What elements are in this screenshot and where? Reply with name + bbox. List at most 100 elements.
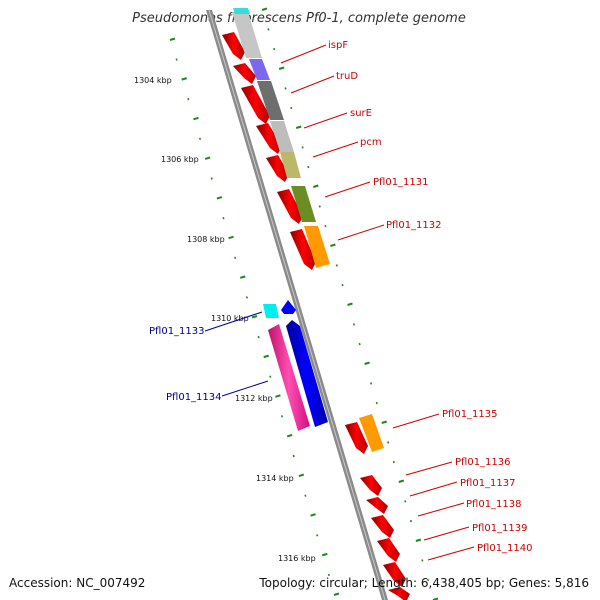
- label-Pfl01_1134[interactable]: Pfl01_1134: [166, 392, 222, 403]
- label-Pfl01_1140[interactable]: Pfl01_1140: [477, 543, 533, 554]
- gene-surE: [257, 81, 284, 120]
- forward-gene-arrow-8: [360, 475, 382, 496]
- inner-ruler-tick-4: [193, 116, 199, 121]
- gene-pcm-2: [280, 152, 301, 178]
- inner-ruler-tick-25: [316, 534, 319, 537]
- inner-ruler-tick-2: [181, 77, 188, 81]
- tick-labels: 1304 kbp 1306 kbp 1308 kbp 1310 kbp 1312…: [134, 76, 316, 563]
- gene-Pfl01_1132: [304, 226, 330, 268]
- gene-Pfl01_1133-arrow: [281, 300, 296, 314]
- inner-ruler-tick-5: [198, 137, 202, 141]
- label-Pfl01_1131[interactable]: Pfl01_1131: [373, 177, 429, 188]
- inner-ruler-tick-14: [251, 315, 258, 319]
- outer-ruler-tick-0: [261, 7, 268, 11]
- tick-label-1316: 1316 kbp: [278, 554, 316, 563]
- gene-Pfl01_1131: [291, 186, 316, 222]
- label-Pfl01_1132[interactable]: Pfl01_1132: [386, 220, 442, 231]
- outer-ruler-tick-20: [375, 401, 378, 405]
- gene-ispF: [232, 12, 262, 58]
- outer-ruler-tick-6: [295, 125, 302, 129]
- inner-ruler-tick-21: [292, 454, 295, 458]
- tick-label-1306: 1306 kbp: [161, 155, 199, 164]
- leader-Pfl01_1138: [417, 502, 465, 517]
- outer-ruler-tick-17: [358, 342, 361, 346]
- forward-gene-arrow-1: [233, 63, 256, 84]
- inner-ruler-tick-28: [333, 592, 340, 596]
- forward-gene-arrow-4: [266, 155, 289, 182]
- map-title: Pseudomonas fluorescens Pf0-1, complete …: [132, 11, 466, 26]
- outer-ruler-tick-23: [392, 460, 395, 464]
- label-surE[interactable]: surE: [350, 108, 372, 119]
- tick-label-1308: 1308 kbp: [187, 235, 225, 244]
- label-Pfl01_1135[interactable]: Pfl01_1135: [442, 409, 498, 420]
- gene-truD: [249, 59, 270, 80]
- gene-Pfl01_1134-arrow: [286, 320, 328, 427]
- outer-ruler-tick-24: [398, 479, 405, 483]
- forward-gene-arrow-0: [222, 32, 245, 60]
- outer-ruler-tick-10: [318, 205, 321, 208]
- label-ispF[interactable]: ispF: [328, 40, 348, 51]
- outer-ruler-tick-11: [324, 224, 327, 228]
- forward-gene-arrow-5: [277, 189, 303, 224]
- backbone-highlight: [208, 9, 386, 600]
- inner-ruler-tick-11: [234, 256, 237, 259]
- inner-ruler-tick-20: [286, 433, 293, 438]
- gene-Pfl01_1133: [263, 304, 279, 318]
- outer-ruler-tick-29: [426, 578, 430, 582]
- outer-ruler-tick-4: [284, 87, 287, 90]
- gene-Pfl01_1135: [359, 414, 384, 452]
- label-Pfl01_1136[interactable]: Pfl01_1136: [455, 457, 511, 468]
- forward-gene-arrow-2: [241, 85, 270, 124]
- outer-ruler-tick-13: [335, 264, 338, 267]
- inner-ruler-tick-10: [228, 235, 234, 240]
- outer-ruler-tick-9: [313, 184, 319, 188]
- label-Pfl01_1137[interactable]: Pfl01_1137: [460, 478, 516, 489]
- outer-ruler-tick-21: [381, 420, 387, 424]
- outer-ruler-tick-15: [347, 302, 353, 306]
- outer-ruler-tick-12: [330, 243, 336, 247]
- outer-ruler-tick-28: [421, 559, 424, 562]
- forward-strand-genes: [222, 32, 410, 600]
- outer-ruler-tick-7: [301, 146, 304, 149]
- forward-gene-arrow-10: [371, 515, 394, 538]
- inner-ruler-tick-0: [169, 37, 176, 41]
- tick-label-1304: 1304 kbp: [134, 76, 172, 85]
- label-leaders: [204, 44, 475, 561]
- outer-ruler-tick-16: [352, 323, 356, 326]
- outer-ruler-tick-19: [369, 382, 373, 385]
- outer-ruler-tick-8: [307, 165, 310, 169]
- gene-labels: ispF truD surE pcm Pfl01_1131 Pfl01_1132…: [149, 40, 533, 554]
- inner-ruler-tick-13: [245, 296, 248, 299]
- inner-ruler-tick-26: [321, 552, 328, 557]
- inner-ruler-tick-16: [263, 354, 270, 359]
- forward-gene-arrow-9: [366, 497, 388, 514]
- genome-backbone: [206, 9, 388, 600]
- leader-Pfl01_1140: [427, 546, 475, 561]
- forward-gene-arrow-3: [256, 123, 282, 154]
- leader-Pfl01_1133: [204, 311, 263, 332]
- forward-gene-arrow-6: [290, 229, 316, 270]
- leader-Pfl01_1134: [221, 380, 269, 397]
- leader-Pfl01_1132: [337, 224, 385, 241]
- leader-Pfl01_1131: [324, 181, 371, 198]
- label-truD[interactable]: truD: [336, 71, 358, 82]
- gene-Pfl01_1134: [268, 324, 310, 431]
- leader-Pfl01_1137: [409, 481, 458, 497]
- inner-ruler-tick-18: [275, 394, 281, 398]
- forward-gene-arrow-11: [377, 538, 400, 562]
- label-pcm[interactable]: pcm: [360, 137, 382, 148]
- feature-genes: [232, 8, 384, 452]
- inner-ruler-tick-24: [310, 513, 316, 517]
- outer-ruler-tick-26: [409, 519, 413, 523]
- inner-ruler-tick-1: [175, 58, 178, 61]
- inner-ruler-tick-6: [204, 156, 211, 160]
- label-Pfl01_1139[interactable]: Pfl01_1139: [472, 523, 528, 534]
- inner-ruler-tick-19: [280, 415, 284, 418]
- accession-text: Accession: NC_007492: [9, 576, 146, 590]
- outer-ruler-tick-18: [364, 361, 370, 365]
- label-Pfl01_1133[interactable]: Pfl01_1133: [149, 326, 205, 337]
- tick-label-1314: 1314 kbp: [256, 474, 294, 483]
- gene-pcm: [270, 121, 294, 152]
- label-Pfl01_1138[interactable]: Pfl01_1138: [466, 499, 522, 510]
